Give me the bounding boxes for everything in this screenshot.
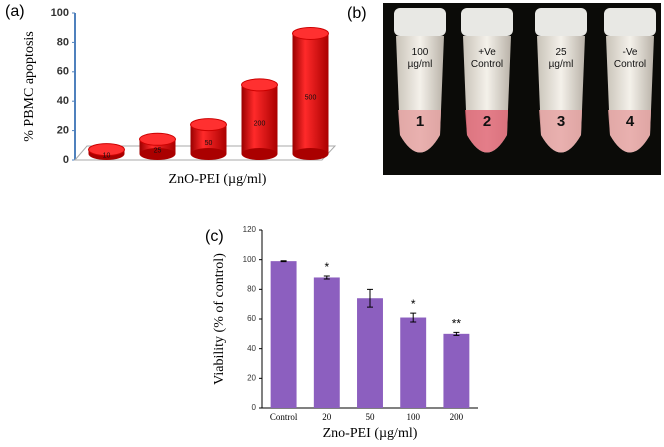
y-tick-label: 100 bbox=[243, 255, 257, 264]
bar-bottom bbox=[241, 148, 278, 160]
bar-bottom bbox=[292, 148, 329, 160]
significance: ** bbox=[452, 317, 462, 331]
x-axis-label: Zno-PEI (µg/ml) bbox=[323, 426, 418, 441]
y-tick-label: 20 bbox=[247, 373, 256, 382]
tube-number: 1 bbox=[416, 113, 424, 130]
y-tick-label: 60 bbox=[57, 66, 69, 78]
y-tick-label: 20 bbox=[57, 125, 69, 137]
error-bar bbox=[367, 288, 373, 308]
bar-bottom bbox=[190, 148, 227, 160]
tube-liquid bbox=[608, 110, 651, 153]
y-axis-label: % PBMC apoptosis bbox=[22, 31, 37, 141]
tube-label: +Ve Control bbox=[471, 47, 503, 70]
bar bbox=[357, 298, 383, 408]
y-tick-label: 60 bbox=[247, 314, 256, 323]
tube-liquid bbox=[398, 110, 441, 153]
y-tick-label: 0 bbox=[63, 154, 69, 166]
bar-top bbox=[88, 143, 125, 157]
significance: * bbox=[411, 297, 416, 311]
tube-cap bbox=[604, 8, 656, 36]
bar bbox=[313, 277, 340, 408]
error-bar bbox=[323, 275, 330, 280]
tube-cap bbox=[535, 8, 587, 36]
y-tick-label: 120 bbox=[243, 225, 257, 234]
tube-number: 4 bbox=[626, 113, 635, 130]
error-bar bbox=[410, 312, 417, 323]
tube-number: 3 bbox=[557, 113, 565, 130]
bar bbox=[292, 33, 329, 154]
bar-top bbox=[139, 132, 176, 146]
x-axis-label: ZnO-PEI (µg/ml) bbox=[169, 172, 267, 187]
bar-bottom bbox=[139, 148, 176, 160]
tube-number: 2 bbox=[483, 113, 491, 130]
error-bar bbox=[280, 260, 287, 263]
bar bbox=[443, 333, 470, 408]
panel-label: (b) bbox=[347, 5, 367, 22]
y-tick-label: 80 bbox=[247, 284, 256, 293]
bar bbox=[241, 84, 278, 154]
y-tick-label: 40 bbox=[247, 344, 256, 353]
panel-label: (c) bbox=[205, 228, 224, 245]
bar-top bbox=[190, 118, 227, 132]
category-label: 50 bbox=[205, 140, 213, 147]
tube-label: 25 µg/ml bbox=[549, 47, 574, 70]
category-label: 10 bbox=[103, 153, 111, 160]
x-tick-label: 100 bbox=[406, 412, 420, 422]
category-label: 200 bbox=[254, 120, 266, 127]
x-tick-label: 200 bbox=[450, 412, 464, 422]
y-tick-label: 0 bbox=[252, 403, 257, 412]
tube-liquid bbox=[539, 110, 582, 153]
bar-top bbox=[241, 78, 278, 92]
y-tick-label: 80 bbox=[57, 36, 69, 48]
y-tick-label: 40 bbox=[57, 95, 69, 107]
tube-cap bbox=[461, 8, 513, 36]
x-tick-label: Control bbox=[270, 412, 298, 422]
x-tick-label: 50 bbox=[366, 412, 376, 422]
significance: * bbox=[324, 260, 329, 274]
error-bar bbox=[453, 331, 460, 336]
y-tick-label: 100 bbox=[51, 7, 69, 19]
bar-top bbox=[292, 26, 329, 40]
category-label: 500 bbox=[305, 95, 317, 102]
tube-label: -Ve Control bbox=[614, 47, 646, 70]
bar bbox=[270, 261, 297, 408]
category-label: 25 bbox=[154, 147, 162, 154]
bar bbox=[400, 317, 427, 408]
tube-label: 100 µg/ml bbox=[408, 47, 433, 70]
y-axis-label: Viability (% of control) bbox=[212, 253, 227, 385]
tube-liquid bbox=[465, 110, 508, 153]
tube-cap bbox=[394, 8, 446, 36]
panel-label: (a) bbox=[5, 3, 25, 20]
x-tick-label: 20 bbox=[322, 412, 332, 422]
